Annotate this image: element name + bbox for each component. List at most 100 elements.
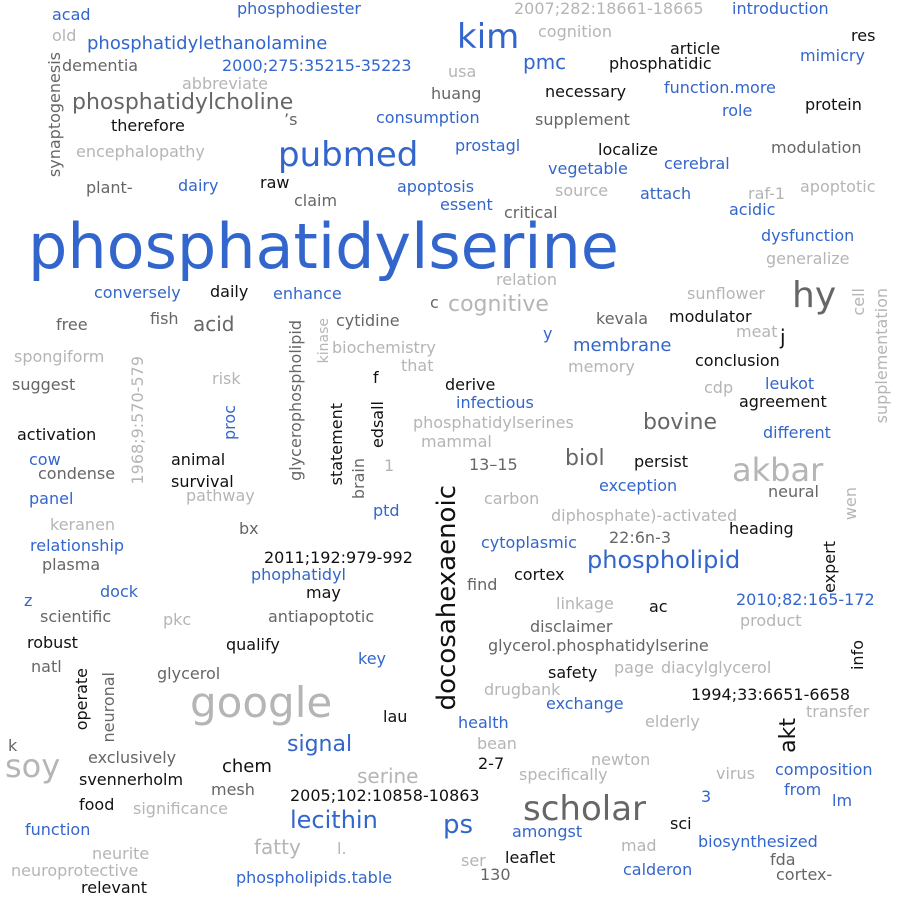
cloud-word: role — [722, 101, 753, 120]
cloud-word: phosphatidic — [609, 54, 712, 73]
cloud-word: 2005;102:10858-10863 — [290, 786, 480, 805]
cloud-word: 2007;282:18661-18665 — [514, 0, 704, 18]
cloud-word: mad — [621, 836, 657, 855]
cloud-word: amongst — [512, 822, 583, 841]
cloud-word: 13–15 — [469, 455, 518, 474]
cloud-word: specifically — [519, 765, 608, 784]
cloud-word: relevant — [81, 878, 148, 897]
cloud-word: phosphatidylserine — [28, 210, 619, 283]
cloud-word: fatty — [254, 835, 301, 859]
cloud-word: abbreviate — [182, 74, 269, 93]
cloud-word: diacylglycerol — [661, 658, 772, 677]
cloud-word: kinase — [316, 318, 332, 364]
cloud-word: 2011;192:979-992 — [264, 548, 413, 567]
cloud-word: glycerol — [157, 664, 221, 683]
cloud-word: biosynthesized — [698, 832, 818, 851]
cloud-word: phosphodiester — [237, 0, 361, 18]
cloud-word: memory — [568, 357, 635, 376]
cloud-word: ac — [649, 597, 668, 616]
cloud-word: linkage — [556, 594, 614, 613]
cloud-word: acidic — [729, 200, 776, 219]
cloud-word: significance — [133, 799, 228, 818]
cloud-word: bx — [239, 519, 259, 538]
cloud-word: natl — [31, 657, 62, 676]
cloud-word: plasma — [42, 555, 101, 574]
cloud-word: pmc — [523, 50, 567, 74]
cloud-word: vegetable — [548, 159, 628, 178]
cloud-word: exclusively — [88, 748, 177, 767]
cloud-word: info — [848, 640, 867, 671]
cloud-word: cognition — [538, 22, 612, 41]
cloud-word: raf-1 — [748, 184, 786, 203]
cloud-word: food — [79, 795, 115, 814]
cloud-word: akbar — [732, 451, 824, 489]
cloud-word: drugbank — [484, 680, 561, 699]
cloud-word: c — [430, 293, 439, 312]
cloud-word: suggest — [12, 375, 76, 394]
cloud-word: neuroprotective — [11, 861, 139, 880]
cloud-word: diphosphate)-activated — [551, 506, 738, 525]
cloud-word: bovine — [643, 410, 718, 435]
cloud-word: conversely — [94, 283, 181, 302]
cloud-word: therefore — [111, 116, 185, 135]
cloud-word: condense — [38, 464, 116, 483]
cloud-word: phosphatidylcholine — [72, 90, 294, 115]
cloud-word: page — [614, 658, 654, 677]
cloud-word: neurite — [92, 844, 150, 863]
cloud-word: wen — [841, 487, 860, 521]
cloud-word: carbon — [484, 489, 540, 508]
cloud-word: 1 — [384, 456, 395, 475]
cloud-word: free — [56, 315, 88, 334]
cloud-word: exchange — [546, 694, 624, 713]
cloud-word: scholar — [523, 789, 647, 829]
cloud-word: j — [780, 325, 786, 349]
cloud-word: usa — [448, 62, 477, 81]
cloud-word: cytoplasmic — [481, 533, 577, 552]
cloud-word: source — [555, 181, 609, 200]
cloud-word: attach — [640, 184, 692, 203]
cloud-word: supplement — [535, 110, 630, 129]
cloud-word: key — [358, 649, 387, 668]
cloud-word: introduction — [732, 0, 829, 18]
cloud-word: dock — [100, 582, 139, 601]
cloud-word: glycerol.phosphatidylserine — [488, 636, 709, 655]
cloud-word: infectious — [456, 393, 534, 412]
cloud-word: cerebral — [664, 154, 730, 173]
cloud-word: find — [467, 575, 498, 594]
cloud-word: signal — [287, 732, 353, 757]
cloud-word: dementia — [62, 56, 139, 75]
cloud-word: animal — [171, 450, 226, 469]
cloud-word: activation — [17, 425, 97, 444]
cloud-word: operate — [72, 668, 91, 731]
cloud-word: survival — [171, 472, 234, 491]
cloud-word: edsall — [368, 401, 387, 449]
cloud-word: mesh — [211, 780, 255, 799]
cloud-word: product — [740, 611, 802, 630]
cloud-word: protein — [805, 95, 862, 114]
cloud-word: y — [543, 324, 553, 343]
cloud-word: supplementation — [872, 288, 891, 424]
cloud-word: sunflower — [687, 284, 765, 303]
cloud-word: proc — [220, 405, 239, 440]
cloud-word: virus — [716, 764, 755, 783]
cloud-word: consumption — [376, 108, 480, 127]
cloud-word: huang — [431, 84, 482, 103]
cloud-word: meat — [736, 322, 778, 341]
cloud-word: 130 — [480, 865, 511, 884]
cloud-word: 1968;9:570-579 — [128, 356, 147, 485]
cloud-word: modulator — [669, 307, 752, 326]
cloud-word: heading — [729, 519, 794, 538]
cloud-word: that — [401, 356, 434, 375]
cloud-word: ser — [461, 851, 486, 870]
cloud-word: synaptogenesis — [45, 52, 64, 178]
cloud-word: neuronal — [99, 672, 118, 743]
cloud-word: may — [306, 583, 341, 602]
cloud-word: critical — [504, 203, 558, 222]
cloud-word: cortex — [514, 565, 565, 584]
cloud-word: res — [851, 26, 876, 45]
cloud-word: acid — [193, 312, 235, 336]
cloud-word: phosphatidylethanolamine — [87, 33, 328, 54]
cloud-word: mammal — [421, 432, 492, 451]
cloud-word: 2-7 — [478, 754, 505, 773]
